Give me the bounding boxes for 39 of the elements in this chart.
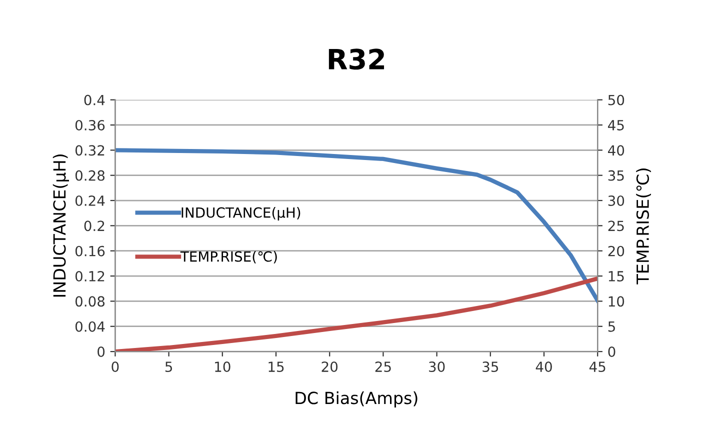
y-tick-label: 0.08 [75,296,105,307]
y-tick-label: 0 [98,346,105,358]
y2-tick-label: 0 [608,346,616,358]
x-tick-label: 25 [375,362,391,372]
x-tick-label: 0 [112,362,119,372]
x-tick-label: 20 [322,362,338,372]
y-tick-label: 0.24 [75,195,105,206]
x-tick-label: 40 [536,362,552,372]
x-tick-label: 30 [429,362,445,372]
y-tick-label: 0.04 [75,321,105,332]
y-tick-label: 0.28 [75,170,105,181]
x-tick-label: 45 [589,362,606,372]
y-tick-label: 0.4 [84,94,105,106]
y2-tick-label: 25 [608,220,624,232]
chart-title: R32 [328,48,384,70]
y-tick-label: 0.12 [75,270,104,282]
legend-label: INDUCTANCE(μH) [182,207,300,220]
y2-tick-label: 20 [608,246,624,256]
y2-tick-label: 45 [608,120,624,130]
y2-axis-title: TEMP.RISE(℃) [636,168,651,284]
y2-tick-label: 30 [608,195,624,206]
y2-tick-label: 15 [608,271,624,282]
x-tick-label: 15 [268,362,284,372]
line-series [115,148,598,303]
y2-tick-label: 5 [608,322,615,332]
x-axis-title: DC Bias(Amps) [296,391,418,408]
y2-tick-label: 50 [608,94,624,106]
y-tick-label: 0.16 [75,246,105,256]
y-tick-label: 0.36 [75,120,105,130]
y2-tick-label: 35 [608,170,624,181]
y-axis-title: INDUCTANCE(μH) [52,154,69,297]
x-tick-label: 5 [165,362,172,372]
legend-label: TEMP.RISE(℃) [180,251,277,264]
y-tick-label: 0.32 [75,145,104,156]
y2-tick-label: 10 [608,296,624,307]
y2-tick-label: 40 [608,145,624,156]
x-tick-label: 35 [482,362,498,372]
y-tick-label: 0.2 [84,220,104,232]
x-tick-label: 10 [215,362,230,372]
